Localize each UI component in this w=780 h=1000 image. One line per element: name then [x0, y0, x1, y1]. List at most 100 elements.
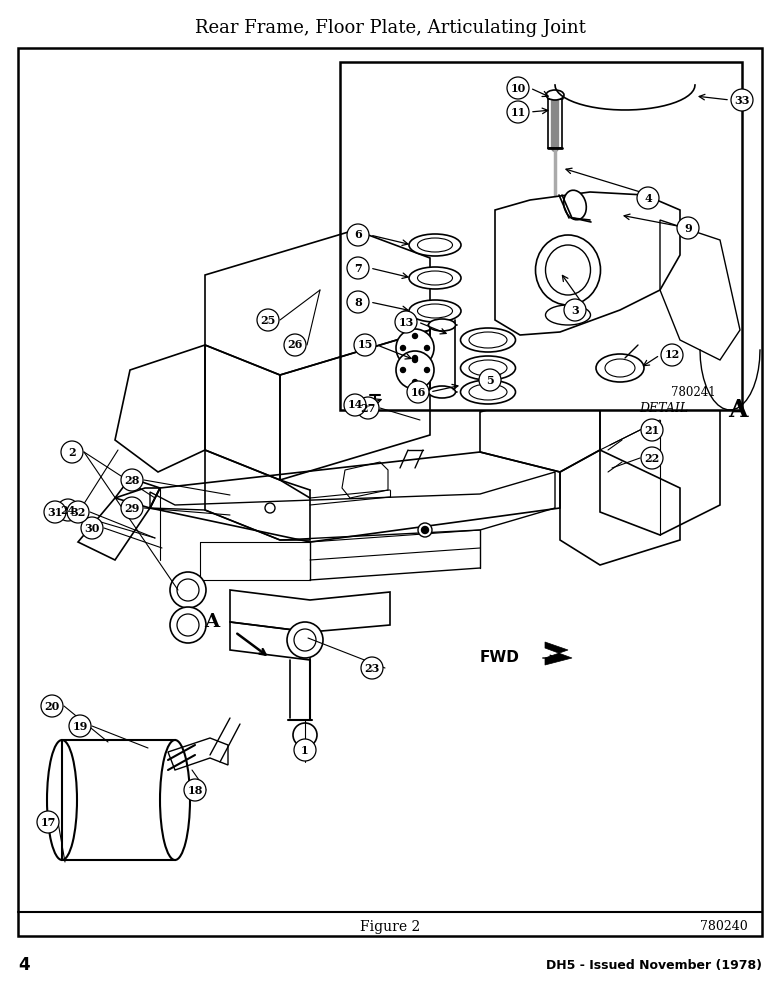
Ellipse shape [409, 234, 461, 256]
Bar [18, 48, 762, 936]
Text: 25: 25 [261, 314, 275, 326]
Text: Figure 2: Figure 2 [360, 920, 420, 934]
Circle shape [421, 526, 428, 534]
Ellipse shape [409, 300, 461, 322]
Text: 13: 13 [399, 316, 413, 328]
Text: 14: 14 [347, 399, 363, 410]
Polygon shape [545, 642, 572, 665]
Text: DH5 - Issued November (1978): DH5 - Issued November (1978) [546, 958, 762, 972]
Ellipse shape [417, 271, 452, 285]
Circle shape [61, 441, 83, 463]
Circle shape [81, 517, 103, 539]
Ellipse shape [460, 356, 516, 380]
Text: 780240: 780240 [700, 920, 748, 934]
Circle shape [413, 358, 417, 362]
Circle shape [57, 499, 79, 521]
Ellipse shape [546, 90, 564, 100]
Ellipse shape [460, 380, 516, 404]
Circle shape [507, 101, 529, 123]
Text: 19: 19 [73, 720, 87, 732]
Ellipse shape [428, 386, 456, 398]
Text: 8: 8 [354, 296, 362, 308]
Circle shape [418, 523, 432, 537]
Circle shape [413, 379, 417, 384]
Circle shape [344, 394, 366, 416]
Circle shape [661, 344, 683, 366]
Circle shape [67, 501, 89, 523]
Circle shape [424, 346, 430, 351]
Circle shape [354, 334, 376, 356]
Circle shape [637, 187, 659, 209]
Circle shape [413, 334, 417, 338]
Text: 780241: 780241 [672, 386, 716, 399]
Ellipse shape [460, 328, 516, 352]
Circle shape [294, 739, 316, 761]
Circle shape [357, 397, 379, 419]
Ellipse shape [469, 332, 507, 348]
Circle shape [347, 257, 369, 279]
Text: 23: 23 [364, 662, 380, 674]
Circle shape [731, 89, 753, 111]
Bar [340, 62, 742, 410]
Text: A: A [729, 398, 748, 422]
Text: 4: 4 [644, 192, 652, 204]
Text: 28: 28 [124, 475, 140, 486]
Ellipse shape [417, 304, 452, 318]
Circle shape [41, 695, 63, 717]
Text: 4: 4 [18, 956, 30, 974]
Text: 22: 22 [644, 452, 660, 464]
Text: 10: 10 [510, 83, 526, 94]
Circle shape [400, 367, 406, 372]
Ellipse shape [545, 305, 590, 325]
Text: 11: 11 [510, 106, 526, 117]
Text: 29: 29 [124, 502, 140, 514]
Text: DETAIL: DETAIL [639, 401, 688, 414]
Ellipse shape [417, 238, 452, 252]
Ellipse shape [160, 740, 190, 860]
Text: 20: 20 [44, 700, 59, 712]
Text: 15: 15 [357, 340, 373, 351]
Text: 24: 24 [60, 504, 76, 516]
Ellipse shape [536, 235, 601, 305]
Circle shape [395, 311, 417, 333]
Circle shape [121, 497, 143, 519]
Circle shape [293, 723, 317, 747]
Circle shape [347, 224, 369, 246]
Text: 16: 16 [410, 386, 426, 397]
Circle shape [257, 309, 279, 331]
Circle shape [170, 607, 206, 643]
Text: A: A [204, 613, 219, 631]
Ellipse shape [47, 740, 77, 860]
Circle shape [507, 77, 529, 99]
Text: 26: 26 [287, 340, 303, 351]
Ellipse shape [605, 359, 635, 377]
Ellipse shape [469, 360, 507, 376]
Ellipse shape [564, 190, 587, 220]
Circle shape [641, 447, 663, 469]
Ellipse shape [545, 245, 590, 295]
Text: 31: 31 [48, 506, 62, 518]
Text: 21: 21 [644, 424, 660, 436]
Circle shape [641, 419, 663, 441]
Text: 6: 6 [354, 230, 362, 240]
Circle shape [677, 217, 699, 239]
Circle shape [479, 369, 501, 391]
Circle shape [44, 501, 66, 523]
Text: 2: 2 [68, 446, 76, 458]
Text: 30: 30 [84, 522, 100, 534]
Circle shape [170, 572, 206, 608]
Circle shape [121, 469, 143, 491]
Circle shape [287, 622, 323, 658]
Text: 3: 3 [571, 304, 579, 316]
Circle shape [347, 291, 369, 313]
Text: 5: 5 [486, 374, 494, 385]
Ellipse shape [396, 351, 434, 389]
Circle shape [265, 503, 275, 513]
Ellipse shape [409, 267, 461, 289]
Text: 33: 33 [734, 95, 750, 105]
Ellipse shape [396, 329, 434, 367]
Circle shape [361, 657, 383, 679]
Circle shape [400, 346, 406, 351]
Text: 7: 7 [354, 262, 362, 273]
Circle shape [284, 334, 306, 356]
